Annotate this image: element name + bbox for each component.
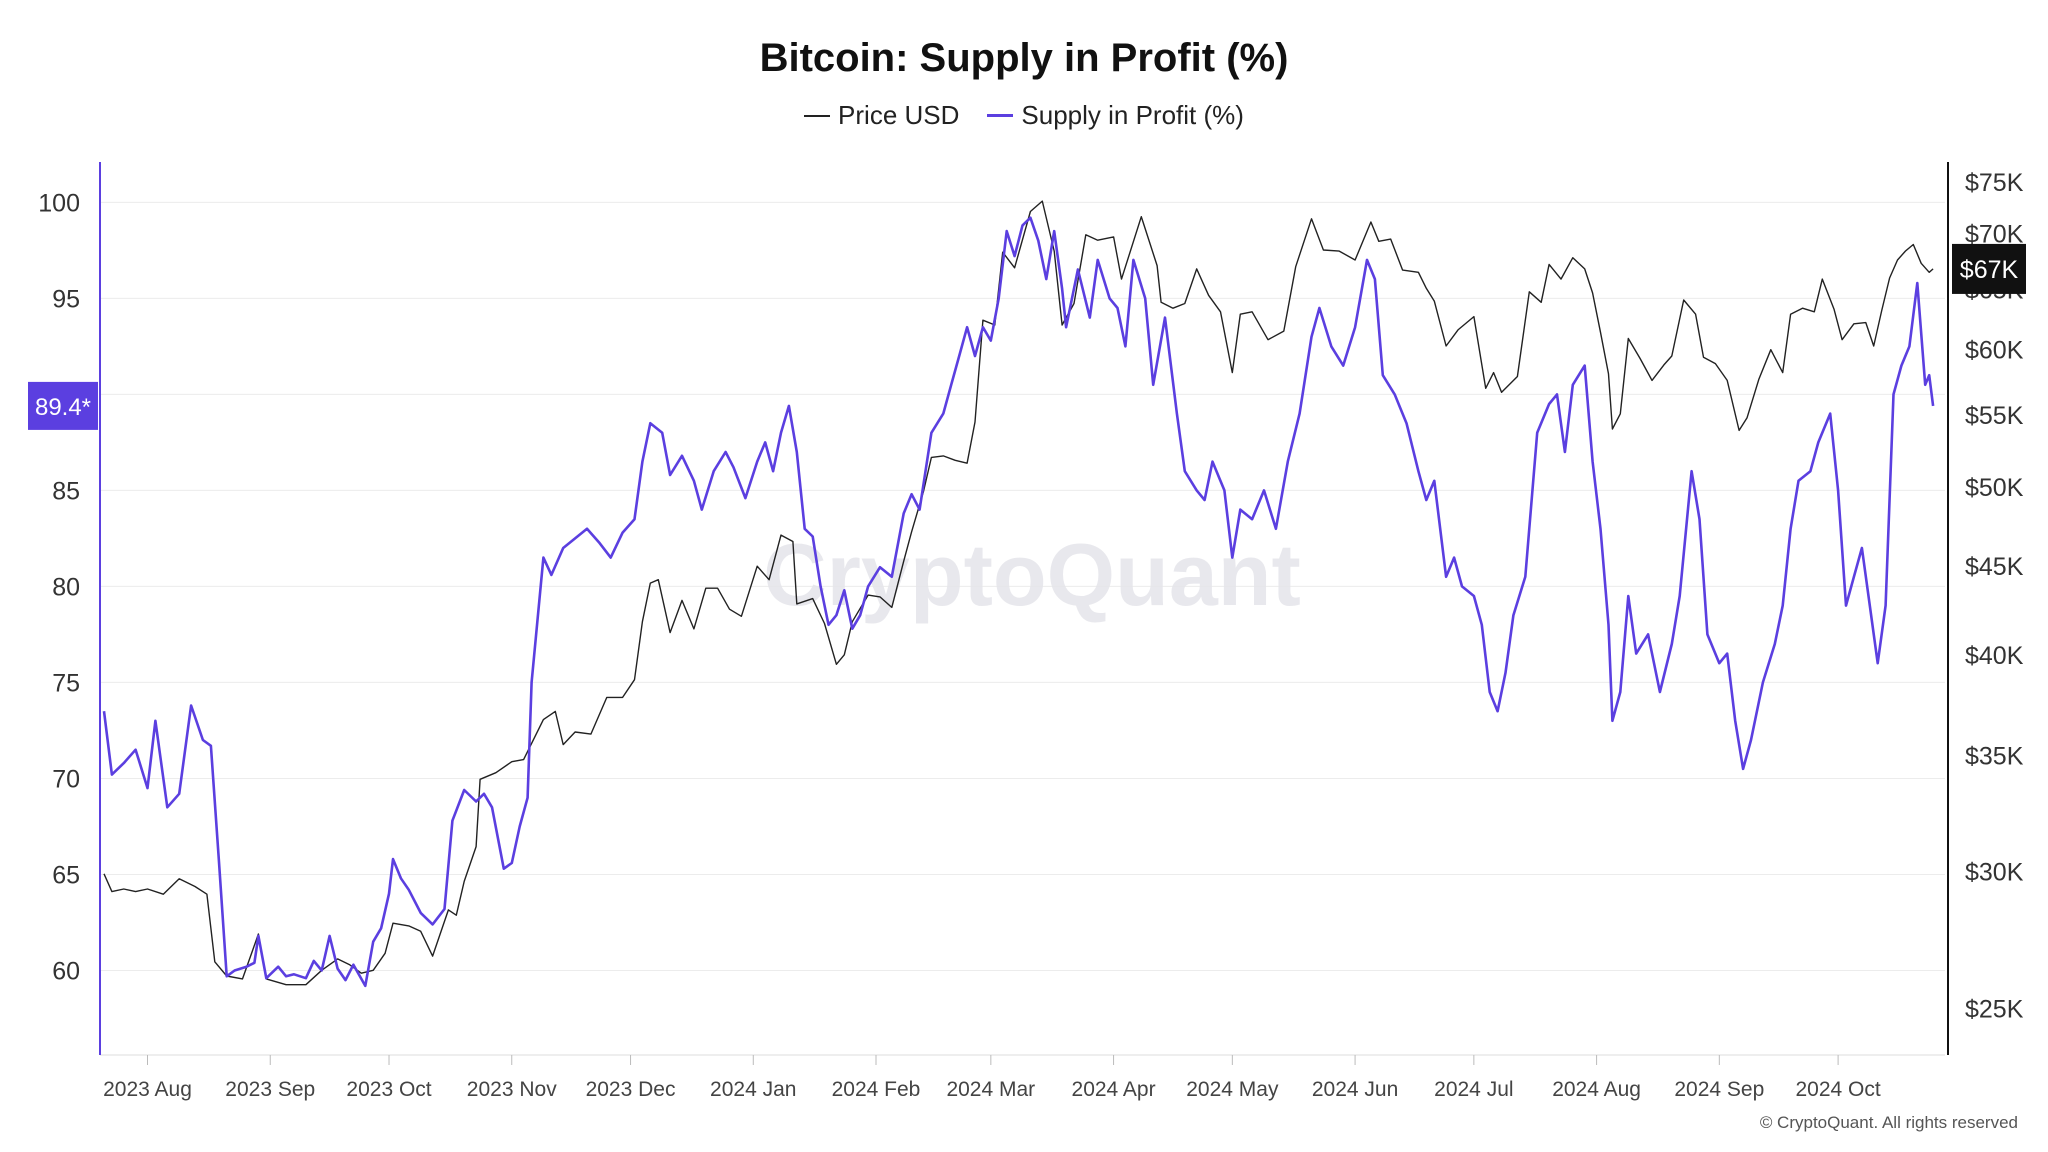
x-tick-label: 2024 Mar xyxy=(946,1078,1035,1101)
y-left-tick-label: 70 xyxy=(52,765,80,793)
legend-swatch-price xyxy=(804,114,831,117)
series-layer xyxy=(102,200,1935,988)
y-right-tick-label: $55K xyxy=(1965,402,2024,430)
legend-swatch-supply xyxy=(987,114,1014,117)
x-tick-label: 2023 Oct xyxy=(346,1078,431,1101)
x-tick-label: 2024 Aug xyxy=(1552,1078,1641,1101)
legend: Price USD Supply in Profit (%) xyxy=(0,100,2048,131)
y-right-tick-label: $30K xyxy=(1965,858,2024,886)
chart-title: Bitcoin: Supply in Profit (%) xyxy=(759,36,1289,80)
legend-item-price[interactable]: Price USD xyxy=(804,100,959,131)
value-badges: 89.4* $67K xyxy=(28,243,2026,430)
x-tick-label: 2024 May xyxy=(1186,1078,1279,1101)
badge-left-label: 89.4* xyxy=(35,394,91,421)
x-tick-label: 2024 Sep xyxy=(1674,1078,1764,1101)
y-left-tick-label: 85 xyxy=(52,477,80,505)
badge-left: 89.4* xyxy=(28,381,98,430)
series-line-price-usd xyxy=(103,200,1934,986)
x-tick-label: 2023 Sep xyxy=(225,1078,315,1101)
y-left-tick-label: 65 xyxy=(52,861,80,889)
y-right-tick-label: $25K xyxy=(1965,995,2024,1023)
x-tick-label: 2024 Apr xyxy=(1072,1078,1156,1101)
y-right-tick-label: $40K xyxy=(1965,642,2024,670)
badge-right: $67K xyxy=(1952,243,2026,294)
y-left-tick-label: 100 xyxy=(38,189,80,217)
x-tick-label: 2024 Feb xyxy=(832,1078,921,1101)
copyright-text: © CryptoQuant. All rights reserved xyxy=(1760,1113,2018,1132)
y-right-tick-label: $75K xyxy=(1965,169,2024,197)
x-tick-label: 2023 Nov xyxy=(467,1078,557,1101)
x-tick-label: 2023 Dec xyxy=(586,1078,676,1101)
y-axis-left: 1009590858075706560 xyxy=(38,162,101,1055)
x-tick-label: 2023 Aug xyxy=(103,1078,192,1101)
legend-label-supply: Supply in Profit (%) xyxy=(1021,100,1244,130)
grid-lines xyxy=(100,201,1945,972)
y-right-tick-label: $50K xyxy=(1965,474,2024,502)
y-left-tick-label: 75 xyxy=(52,669,80,697)
legend-item-supply[interactable]: Supply in Profit (%) xyxy=(987,100,1244,131)
y-right-tick-label: $45K xyxy=(1965,553,2024,581)
legend-label-price: Price USD xyxy=(838,100,960,130)
y-axis-right: $75K$70K$65K$60K$55K$50K$45K$40K$35K$30K… xyxy=(1947,162,2024,1055)
x-tick-label: 2024 Jan xyxy=(710,1078,796,1101)
watermark: CryptoQuant xyxy=(763,525,1301,624)
y-left-tick-label: 95 xyxy=(52,285,80,313)
y-right-tick-label: $35K xyxy=(1965,742,2024,770)
series-line-supply-in-profit xyxy=(102,216,1935,988)
badge-right-box xyxy=(1952,243,2026,294)
badge-right-label: $67K xyxy=(1960,256,2019,284)
x-tick-label: 2024 Jul xyxy=(1434,1078,1513,1101)
y-left-tick-label: 80 xyxy=(52,573,80,601)
x-tick-label: 2024 Oct xyxy=(1795,1078,1880,1101)
x-axis: 2023 Aug 2023 Sep 2023 Oct 2023 Nov 2023 Dec… xyxy=(100,1054,1945,1101)
y-left-tick-label: 60 xyxy=(52,958,80,986)
badge-left-box xyxy=(28,381,98,430)
x-tick-label: 2024 Jun xyxy=(1312,1078,1398,1101)
y-right-tick-label: $60K xyxy=(1965,337,2024,365)
